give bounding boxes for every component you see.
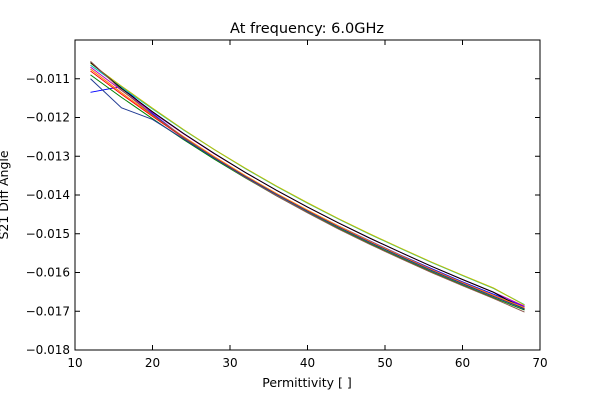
y-tick-label: −0.015 — [26, 227, 70, 241]
plot-frame — [74, 39, 541, 351]
tick-layer: 10 20 30 40 50 60 70 −0.011 −0.012 −0.013 −0.014 −0… — [26, 40, 548, 370]
y-tick-label: −0.016 — [26, 266, 70, 280]
chart-title: At frequency: 6.0GHz — [230, 21, 384, 37]
series-line-4 — [90, 64, 525, 306]
series-line-5 — [90, 66, 525, 307]
y-tick-label: −0.011 — [26, 72, 70, 86]
x-tick-label: 10 — [67, 356, 82, 370]
x-tick-label: 30 — [222, 356, 237, 370]
y-tick-label: −0.017 — [26, 304, 70, 318]
series-line-6 — [90, 62, 525, 306]
y-tick-label: −0.012 — [26, 111, 70, 125]
series-line-8 — [90, 68, 525, 309]
series-line-3 — [90, 70, 525, 310]
x-tick-label: 20 — [145, 356, 160, 370]
x-tick-label: 40 — [300, 356, 315, 370]
x-tick-label: 50 — [377, 356, 392, 370]
x-tick-label: 70 — [532, 356, 547, 370]
y-tick-label: −0.014 — [26, 188, 70, 202]
series-layer — [90, 60, 525, 313]
series-line-7 — [90, 62, 525, 310]
series-line-10 — [90, 78, 525, 310]
y-axis-label: S21 Diff Angle — [0, 150, 11, 239]
x-axis-label: Permittivity [ ] — [262, 375, 352, 390]
x-tick-label: 60 — [455, 356, 470, 370]
y-tick-label: −0.013 — [26, 149, 70, 163]
y-tick-label: −0.018 — [26, 343, 70, 357]
series-line-9 — [90, 60, 525, 313]
